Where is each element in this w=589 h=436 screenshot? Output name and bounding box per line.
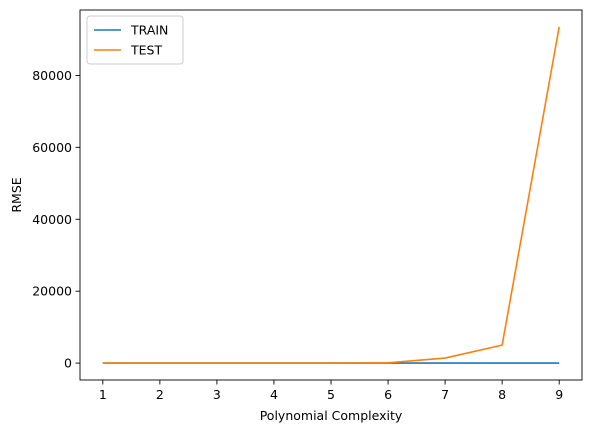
- x-tick-label: 6: [384, 387, 392, 402]
- x-tick-label: 1: [99, 387, 107, 402]
- x-tick-label: 2: [156, 387, 164, 402]
- legend-label-train: TRAIN: [130, 23, 168, 38]
- x-tick-label: 5: [327, 387, 335, 402]
- legend-label-test: TEST: [130, 43, 162, 58]
- x-axis-label: Polynomial Complexity: [260, 408, 403, 423]
- y-tick-label: 0: [64, 356, 72, 371]
- x-tick-label: 7: [441, 387, 449, 402]
- x-tick-label: 3: [213, 387, 221, 402]
- y-tick-label: 40000: [32, 212, 72, 227]
- y-tick-label: 20000: [32, 284, 72, 299]
- y-axis-label: RMSE: [9, 177, 24, 212]
- y-tick-label: 80000: [32, 68, 72, 83]
- legend: TRAIN TEST: [87, 16, 183, 64]
- x-tick-label: 4: [270, 387, 278, 402]
- x-tick-label: 9: [555, 387, 563, 402]
- y-tick-label: 60000: [32, 140, 72, 155]
- x-tick-label: 8: [498, 387, 506, 402]
